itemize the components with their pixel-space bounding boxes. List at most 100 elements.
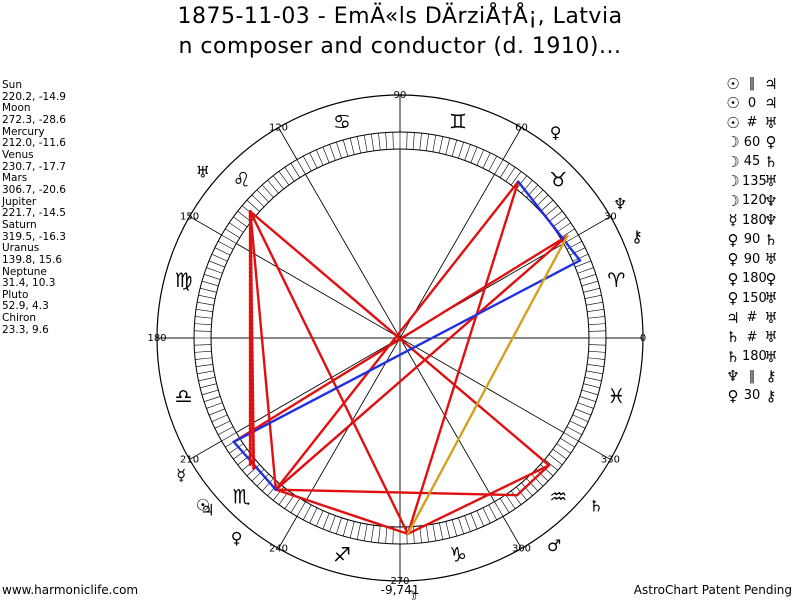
- degree-label: 300: [512, 543, 531, 554]
- planet-coords: 272.3, -28.6: [2, 113, 66, 126]
- degree-tick: [587, 364, 605, 367]
- aspect-row: ♀ 180 ♀: [724, 269, 794, 289]
- degree-tick: [356, 136, 361, 154]
- planet-coords: 212.0, -11.6: [2, 137, 66, 150]
- planet-name: Saturn: [2, 218, 37, 231]
- planet-coords: 52.9, 4.3: [2, 300, 49, 313]
- planet-glyph: ♅: [196, 162, 210, 181]
- degree-tick: [201, 280, 219, 287]
- aspect-planet-glyph: ♀: [727, 289, 739, 308]
- degree-tick: [200, 287, 217, 293]
- degree-tick: [577, 402, 594, 409]
- planet-glyph: ☉: [196, 496, 210, 515]
- degree-tick: [195, 364, 213, 367]
- degree-tick: [482, 507, 491, 524]
- zodiac-sign-glyph: ♐: [333, 542, 351, 566]
- footer-website-link[interactable]: www.harmoniclife.com: [2, 583, 139, 597]
- degree-tick: [363, 524, 368, 541]
- aspect-type-label: 150: [742, 290, 767, 306]
- aspect-planet-glyph: ♆: [764, 191, 778, 210]
- degree-tick: [284, 167, 295, 182]
- aspect-type-label: 120: [742, 193, 767, 209]
- planet-glyph: ☿: [176, 466, 186, 485]
- aspect-planet-glyph: ☉: [726, 113, 740, 132]
- aspect-line: [406, 180, 520, 536]
- degree-tick: [531, 473, 544, 487]
- degree-tick: [458, 517, 464, 535]
- degree-tick: [445, 138, 451, 155]
- degree-tick: [221, 432, 237, 442]
- degree-label: 90: [394, 90, 407, 101]
- planet-coords: 306.7, -20.6: [2, 183, 66, 196]
- degree-tick: [278, 171, 290, 186]
- degree-tick: [516, 175, 528, 190]
- degree-tick: [233, 216, 248, 228]
- planet-name: Venus: [2, 148, 34, 161]
- planet-coords: 230.7, -17.7: [2, 160, 66, 173]
- aspect-planet-glyph: ⚷: [765, 367, 777, 386]
- degree-tick: [588, 344, 606, 346]
- degree-tick: [426, 525, 429, 543]
- degree-tick: [419, 133, 422, 151]
- degree-tick: [198, 294, 216, 299]
- planet-name: Mercury: [2, 125, 45, 138]
- aspect-row: ☽ 45 ♄: [724, 152, 794, 172]
- degree-tick: [246, 199, 260, 212]
- zodiac-sign-glyph: ♊: [449, 110, 467, 134]
- aspect-row: ☉ ‖ ♃: [724, 74, 794, 94]
- aspect-planet-glyph: ☽: [726, 152, 740, 171]
- degree-tick: [488, 155, 497, 172]
- degree-tick: [195, 316, 213, 319]
- degree-tick: [451, 139, 458, 157]
- aspect-planet-glyph: ☉: [726, 74, 740, 93]
- degree-tick: [385, 526, 388, 544]
- aspect-planet-glyph: ♀: [765, 133, 777, 152]
- aspect-list: ☉ ‖ ♃ ☉ 0 ♃ ☉ # ♅ ☽ 60 ♀ ☽ 45 ♄ ☽ 135 ♅ ☽ 120 ♆ ☿ 180 ♆ ♀ 90 ♄ ♀ 90 ♅…: [724, 74, 794, 406]
- degree-tick: [432, 135, 437, 152]
- degree-tick: [371, 525, 374, 543]
- degree-tick: [229, 443, 244, 454]
- degree-tick: [476, 149, 485, 166]
- planet-name: Neptune: [2, 265, 47, 278]
- degree-tick: [560, 228, 575, 239]
- aspect-type-label: 30: [743, 388, 761, 404]
- planet-glyph: ⚷: [631, 227, 643, 246]
- degree-tick: [194, 350, 212, 353]
- degree-tick: [195, 357, 213, 360]
- degree-tick: [356, 522, 361, 540]
- degree-tick: [540, 199, 554, 212]
- degree-label: 60: [515, 123, 528, 134]
- degree-tick: [267, 180, 279, 194]
- degree-tick: [572, 253, 589, 262]
- degree-tick: [261, 184, 274, 198]
- degree-tick: [342, 519, 349, 537]
- degree-tick: [575, 260, 592, 268]
- degree-tick: [499, 163, 510, 178]
- degree-tick: [378, 133, 381, 151]
- aspect-row: ☽ 135 ♅: [724, 172, 794, 192]
- footer-notice: AstroChart Patent Pending: [633, 583, 792, 597]
- degree-tick: [544, 205, 558, 217]
- aspect-line: [248, 209, 256, 470]
- degree-label: 30: [604, 212, 617, 223]
- degree-tick: [385, 132, 388, 150]
- degree-tick: [225, 228, 240, 239]
- aspect-line: [274, 234, 569, 491]
- planet-coords: 23.3, 9.6: [2, 323, 49, 336]
- aspect-planet-glyph: ⚷: [765, 386, 777, 405]
- degree-tick: [406, 132, 408, 150]
- aspect-planet-glyph: ♄: [764, 152, 778, 171]
- aspect-row: ♀ 90 ♅: [724, 250, 794, 270]
- aspect-planet-glyph: ♀: [727, 269, 739, 288]
- degree-tick: [197, 370, 214, 375]
- aspect-planet-glyph: ☽: [726, 133, 740, 152]
- degree-tick: [432, 524, 437, 541]
- aspect-planet-glyph: ♀: [727, 230, 739, 249]
- planet-coords: 220.2, -14.9: [2, 90, 66, 103]
- aspect-planet-glyph: ♄: [764, 230, 778, 249]
- degree-tick: [516, 486, 528, 501]
- zodiac-sign-glyph: ♎: [175, 384, 193, 408]
- degree-tick: [579, 396, 597, 402]
- degree-tick: [548, 454, 563, 466]
- degree-tick: [309, 152, 318, 169]
